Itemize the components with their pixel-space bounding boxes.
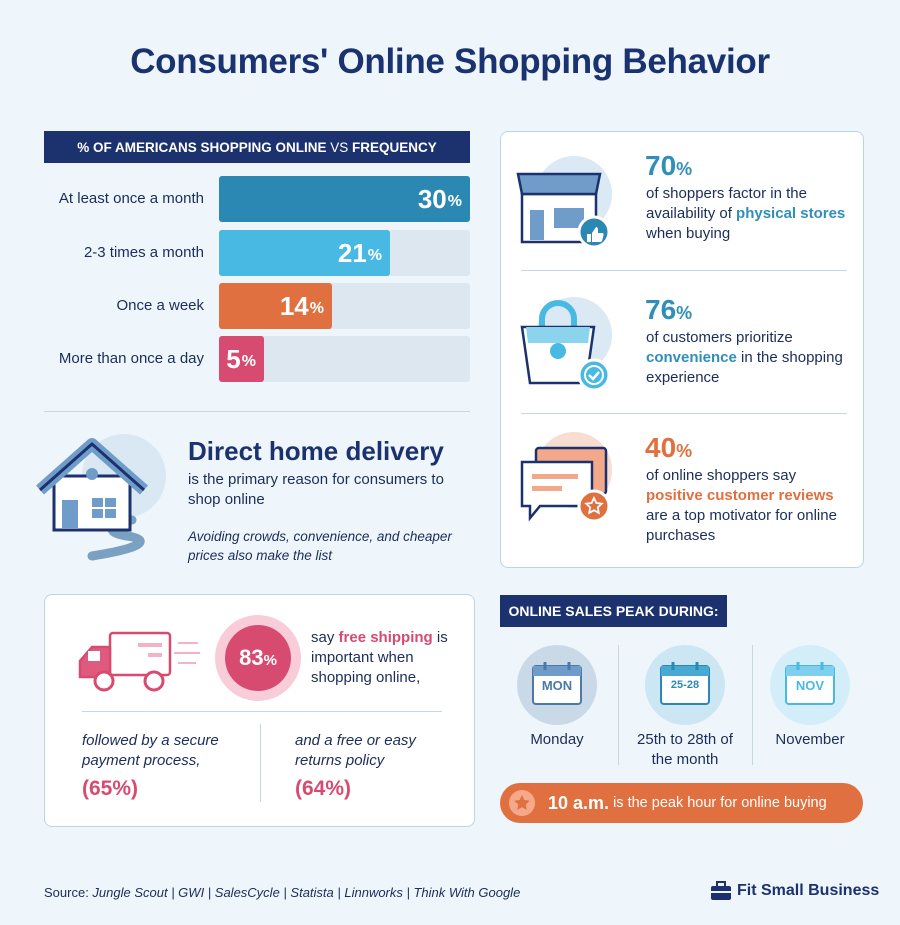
stat-value-1: 70% xyxy=(645,150,692,182)
calendar-text-dates: 25-28 xyxy=(670,679,700,691)
calendar-text-nov: NOV xyxy=(795,678,825,693)
frequency-bar-unit: % xyxy=(447,193,462,210)
calendar-icon xyxy=(532,662,582,705)
shipping-text-before: say xyxy=(311,629,339,646)
secure-payment-value: (65%) xyxy=(82,777,139,800)
delivery-heading: Direct home delivery xyxy=(188,436,444,466)
frequency-bar: 21% xyxy=(219,230,390,276)
briefcase-icon xyxy=(711,881,731,900)
chart-title-vs: VS xyxy=(330,139,349,155)
stat-text-after: in the shopping experience xyxy=(646,349,843,386)
source-items: Jungle Scout | GWI | SalesCycle | Statis… xyxy=(92,885,521,900)
frequency-row-label: At least once a month xyxy=(58,190,204,207)
divider xyxy=(44,411,470,412)
frequency-bar-value: 21 xyxy=(337,237,367,268)
peak-hour-bold: 10 a.m. xyxy=(548,792,610,813)
frequency-bar: 5% xyxy=(219,336,264,382)
store-icon xyxy=(516,156,612,249)
peak-hour-text: is the peak hour for online buying xyxy=(609,795,827,811)
frequency-bar-unit: % xyxy=(241,353,256,370)
shipping-text: say free shipping is important when shop… xyxy=(311,628,461,688)
reviews-icon xyxy=(520,432,612,523)
delivery-text: is the primary reason for consumers to s… xyxy=(188,471,444,508)
chart-title-part2: FREQUENCY xyxy=(352,139,437,155)
stat-unit: % xyxy=(676,303,693,323)
stat-value-3: 40% xyxy=(645,432,692,464)
page-title: Consumers' Online Shopping Behavior xyxy=(130,42,770,81)
frequency-row-label: More than once a day xyxy=(58,350,204,367)
divider xyxy=(521,413,847,414)
secure-payment-text: followed by a secure payment process, xyxy=(82,732,219,769)
source-line: Source: Jungle Scout | GWI | SalesCycle … xyxy=(44,885,520,900)
stat-text-before: of online shoppers say xyxy=(646,467,797,484)
shipping-highlight: free shipping xyxy=(338,629,433,646)
calendar-icon xyxy=(785,662,835,705)
delivery-truck-icon xyxy=(78,631,200,692)
stat-unit: % xyxy=(676,159,693,179)
divider xyxy=(521,270,847,271)
peak-hour-banner: 10 a.m. is the peak hour for online buyi… xyxy=(500,783,863,823)
stat-text-before: of customers prioritize xyxy=(646,329,793,346)
shipping-text-after: is important when shopping online, xyxy=(311,629,448,686)
shipping-percent-badge: 83% xyxy=(225,625,291,691)
shopping-bag-icon xyxy=(520,297,612,392)
peak-title: ONLINE SALES PEAK DURING: xyxy=(500,595,727,627)
returns-policy-value: (64%) xyxy=(295,777,352,800)
brand-name: Fit Small Business xyxy=(737,882,880,899)
frequency-bar: 30% xyxy=(219,176,470,222)
frequency-bar-track: 30% xyxy=(219,176,470,222)
delivery-note: Avoiding crowds, convenience, and cheape… xyxy=(188,529,452,563)
frequency-row-label: Once a week xyxy=(116,297,204,314)
stat-text-after: are a top motivator for online purchases xyxy=(646,507,837,544)
star-icon xyxy=(509,790,535,816)
stat-highlight: convenience xyxy=(646,349,737,366)
peak-label-november: November xyxy=(775,731,845,748)
stat-text-before: of shoppers factor in the availability o… xyxy=(646,185,807,222)
house-icon xyxy=(36,434,166,561)
stat-value-2: 76% xyxy=(645,294,692,326)
peak-label-dates: 25th to 28th of the month xyxy=(637,731,733,768)
source-prefix: Source: xyxy=(44,885,93,900)
frequency-bar-unit: % xyxy=(367,247,382,264)
frequency-bar-value: 14 xyxy=(279,290,309,321)
peak-label-monday: Monday xyxy=(530,731,584,748)
divider-vertical xyxy=(618,645,619,765)
divider-vertical xyxy=(260,724,261,802)
frequency-chart-title: % OF AMERICANS SHOPPING ONLINE VS FREQUE… xyxy=(44,131,470,163)
stat-number: 76 xyxy=(645,294,677,325)
divider-vertical xyxy=(752,645,753,765)
stat-number: 40 xyxy=(645,432,677,463)
stat-number: 70 xyxy=(645,150,677,181)
stat-text-1: of shoppers factor in the availability o… xyxy=(646,184,846,244)
returns-policy-text: and a free or easy returns policy xyxy=(295,732,416,769)
brand-logo: Fit Small Business xyxy=(710,881,879,901)
frequency-bar-track: 14% xyxy=(219,283,470,329)
shipping-percent-unit: % xyxy=(263,651,277,669)
frequency-bar-unit: % xyxy=(309,300,324,317)
frequency-bar-value: 5 xyxy=(226,343,241,374)
frequency-bar-track: 21% xyxy=(219,230,470,276)
stat-text-3: of online shoppers say positive customer… xyxy=(646,466,856,546)
frequency-bar-track: 5% xyxy=(219,336,470,382)
calendar-text-mon: MON xyxy=(541,678,573,693)
calendar-icon xyxy=(660,662,710,705)
frequency-row-label: 2-3 times a month xyxy=(83,244,204,261)
frequency-bar-value: 30 xyxy=(417,183,447,214)
frequency-bar: 14% xyxy=(219,283,332,329)
stat-text-2: of customers prioritize convenience in t… xyxy=(646,328,846,388)
stat-unit: % xyxy=(676,441,693,461)
stat-highlight: positive customer reviews xyxy=(646,487,834,504)
stat-text-after: when buying xyxy=(646,225,731,242)
stat-highlight: physical stores xyxy=(736,205,846,222)
chart-title-part1: % OF AMERICANS SHOPPING ONLINE xyxy=(77,139,327,155)
shipping-percent-value: 83 xyxy=(239,645,264,670)
divider xyxy=(82,711,442,712)
